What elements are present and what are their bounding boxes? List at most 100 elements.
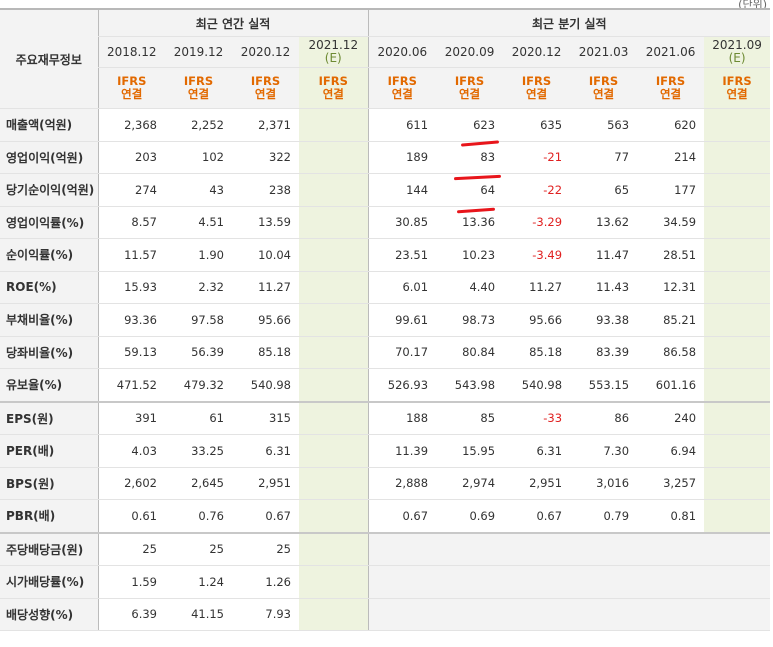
table-row: 배당성향(%) 6.39 41.15 7.93: [0, 598, 771, 631]
annual-value: 1.26: [232, 565, 299, 599]
quarter-value: 11.43: [570, 271, 638, 304]
quarter-value: [503, 598, 571, 631]
quarter-value: 95.66: [503, 303, 571, 337]
quarter-value: 13.62: [570, 206, 638, 239]
quarter-value: 6.01: [367, 271, 437, 304]
annual-value: [299, 434, 369, 468]
quarter-value: 70.17: [367, 336, 437, 369]
table-row: 영업이익률(%) 8.57 4.51 13.59 30.85 13.36 -3.29 13.6…: [0, 206, 771, 239]
annual-value: [299, 206, 369, 239]
quarter-value: [704, 434, 771, 468]
quarter-value: 2,888: [367, 467, 437, 500]
accounting-standard: IFRS 연결: [165, 67, 232, 109]
quarter-value: 86: [570, 400, 638, 435]
annual-value: 93.36: [97, 303, 165, 337]
quarter-value: -3.49: [503, 238, 571, 272]
quarter-value: 7.30: [570, 434, 638, 468]
quarter-value: [637, 565, 705, 599]
quarter-value: [704, 368, 771, 402]
accounting-line1: IFRS: [387, 74, 417, 88]
period-quarter-1: 2020.09: [436, 36, 504, 68]
annual-value: [299, 499, 369, 533]
annual-value: 2,645: [165, 467, 232, 500]
accounting-line2: 연결: [254, 87, 277, 101]
annual-value: 61: [165, 400, 232, 435]
accounting-line1: IFRS: [722, 74, 752, 88]
accounting-line1: IFRS: [318, 74, 348, 88]
quarter-value: 65: [570, 173, 638, 207]
quarter-value: 4.40: [436, 271, 504, 304]
annual-value: 8.57: [97, 206, 165, 239]
annual-value: 2,252: [165, 108, 232, 142]
annual-value: 25: [165, 531, 232, 566]
quarter-value: 189: [367, 141, 437, 174]
annual-value: 315: [232, 400, 299, 435]
quarter-value: [436, 565, 504, 599]
table-row: PER(배) 4.03 33.25 6.31 11.39 15.95 6.31 7.30 6.9…: [0, 434, 771, 468]
financial-summary-table: 주요재무정보 최근 연간 실적 최근 분기 실적 2018.12 2019.12 2…: [0, 8, 771, 631]
quarter-value: 85.21: [637, 303, 705, 337]
table-row: 당좌비율(%) 59.13 56.39 85.18 70.17 80.84 85.18 83.…: [0, 336, 771, 369]
quarter-value: 6.31: [503, 434, 571, 468]
row-label: 순이익률(%): [0, 238, 98, 272]
annual-value: 25: [97, 531, 165, 566]
period-annual-2: 2020.12: [232, 36, 299, 68]
table-row: 부채비율(%) 93.36 97.58 95.66 99.61 98.73 95.66 93.…: [0, 303, 771, 337]
period-quarter-2: 2020.12: [503, 36, 571, 68]
annual-value: 0.67: [232, 499, 299, 533]
annual-value: 0.61: [97, 499, 165, 533]
table-row: ROE(%) 15.93 2.32 11.27 6.01 4.40 11.27 11.43 12…: [0, 271, 771, 304]
row-header-label: 주요재무정보: [0, 8, 98, 109]
annual-value: 1.24: [165, 565, 232, 599]
annual-value: 11.27: [232, 271, 299, 304]
annual-value: 274: [97, 173, 165, 207]
annual-value: 41.15: [165, 598, 232, 631]
quarter-value: [704, 141, 771, 174]
annual-value: 59.13: [97, 336, 165, 369]
annual-value: 15.93: [97, 271, 165, 304]
period-quarter-3: 2021.03: [570, 36, 638, 68]
period-annual-0: 2018.12: [97, 36, 165, 68]
quarter-value: 0.69: [436, 499, 504, 533]
quarter-value: [367, 531, 437, 566]
accounting-line2: 연결: [592, 87, 615, 101]
quarter-value: [704, 303, 771, 337]
quarter-value: [704, 271, 771, 304]
table-row: BPS(원) 2,602 2,645 2,951 2,888 2,974 2,951 3,01…: [0, 467, 771, 500]
quarter-value: 144: [367, 173, 437, 207]
annual-value: [299, 368, 369, 402]
accounting-line2: 연결: [525, 87, 548, 101]
quarter-value: 214: [637, 141, 705, 174]
quarter-value: [704, 467, 771, 500]
quarter-value: 23.51: [367, 238, 437, 272]
quarter-value: 85.18: [503, 336, 571, 369]
period-quarter-4: 2021.06: [637, 36, 705, 68]
period-annual-3: 2021.12 (E): [299, 36, 369, 68]
annual-value: [299, 598, 369, 631]
quarter-group-header: 최근 분기 실적: [367, 8, 771, 37]
estimate-mark: (E): [728, 51, 746, 65]
quarter-value: 77: [570, 141, 638, 174]
quarter-value: 623: [436, 108, 504, 142]
accounting-line1: IFRS: [454, 74, 485, 88]
quarter-value: 12.31: [637, 271, 705, 304]
row-label: BPS(원): [0, 467, 98, 500]
annual-value: 95.66: [232, 303, 299, 337]
accounting-line2: 연결: [458, 87, 481, 101]
quarter-value: 553.15: [570, 368, 638, 402]
quarter-value: [367, 565, 437, 599]
annual-value: 479.32: [165, 368, 232, 402]
accounting-line2: 연결: [659, 87, 682, 101]
quarter-value: 563: [570, 108, 638, 142]
quarter-value: -33: [503, 400, 571, 435]
quarter-value: 635: [503, 108, 571, 142]
quarter-value: [704, 400, 771, 435]
period-label: 2021.12: [308, 38, 359, 52]
annual-value: [299, 271, 369, 304]
annual-value: 1.90: [165, 238, 232, 272]
row-label: 부채비율(%): [0, 303, 98, 337]
row-label: 매출액(억원): [0, 108, 98, 142]
quarter-value: 11.39: [367, 434, 437, 468]
table-row: 당기순이익(억원) 274 43 238 144 64 -22 65 177: [0, 173, 771, 207]
unit-label: (단위): [738, 0, 767, 11]
